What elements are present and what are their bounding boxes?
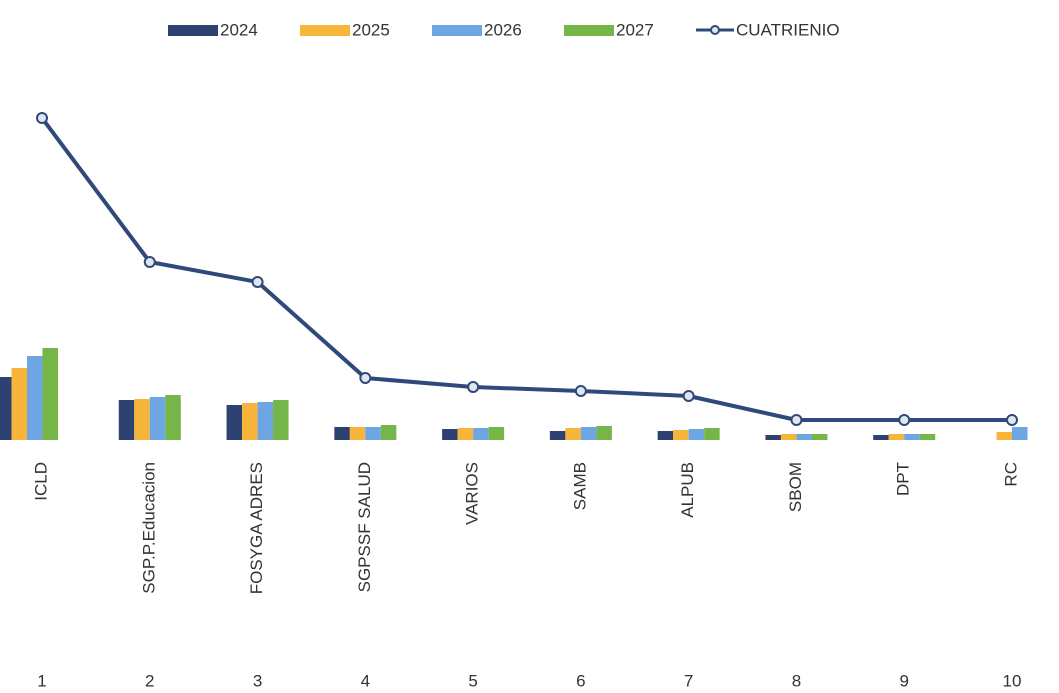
bar (704, 428, 720, 440)
bar (134, 399, 150, 440)
bar (473, 428, 489, 440)
bar (780, 434, 797, 440)
rank-label: 6 (576, 671, 585, 690)
legend-label: 2026 (484, 20, 522, 39)
category-label: DPT (894, 462, 913, 496)
category-label: SAMB (570, 462, 589, 510)
line (40, 116, 1012, 422)
bar (904, 434, 920, 440)
bar (226, 405, 243, 440)
category-label: ALPUB (678, 462, 697, 518)
category-label: ICLD (31, 462, 50, 501)
legend-label: 2027 (616, 20, 654, 39)
category-label: SGPSSF SALUD (355, 462, 374, 592)
bar (165, 395, 181, 440)
bar (919, 434, 936, 440)
bar (673, 430, 689, 440)
line-marker (574, 385, 587, 397)
bar (273, 400, 289, 440)
rank-label: 5 (468, 671, 477, 690)
bar (688, 429, 705, 440)
rank-label: 4 (361, 671, 370, 690)
bar (488, 427, 505, 440)
bar (365, 427, 381, 440)
bar (657, 431, 674, 440)
line-marker (359, 372, 372, 384)
bar (42, 348, 58, 440)
bar (765, 435, 781, 440)
line-marker (1006, 414, 1018, 426)
bar (565, 428, 581, 440)
rank-label: 10 (1003, 671, 1022, 690)
line-marker (790, 414, 803, 426)
category-label: VARIOS (463, 462, 482, 525)
legend-swatch (300, 25, 350, 36)
rank-label: 9 (899, 671, 908, 690)
bar (580, 427, 597, 440)
bar (596, 426, 612, 440)
legend-swatch (432, 25, 482, 36)
rank-label: 3 (253, 671, 262, 690)
category-label: SGP.P.Educacion (139, 462, 158, 594)
bar (996, 432, 1012, 440)
bar (380, 425, 397, 440)
legend-swatch (168, 25, 218, 36)
bar (349, 427, 366, 440)
legend-label: 2024 (220, 20, 258, 39)
category-label: SBOM (786, 462, 805, 512)
bar (257, 402, 274, 440)
line-marker (898, 414, 911, 426)
bar (27, 356, 43, 440)
bar (873, 435, 889, 440)
category-label: RC (1001, 462, 1020, 487)
rank-label: 8 (792, 671, 801, 690)
bar (549, 431, 566, 440)
bar (811, 434, 828, 440)
legend-label: CUATRIENIO (736, 20, 840, 39)
bar (0, 377, 12, 440)
bar (888, 434, 905, 440)
bar (118, 400, 135, 440)
line-marker (36, 112, 48, 124)
line-marker (467, 381, 480, 393)
bar (796, 434, 812, 440)
line-marker (682, 390, 695, 402)
bar (242, 403, 258, 440)
rank-label: 7 (684, 671, 693, 690)
bar (457, 428, 474, 440)
legend-marker (710, 25, 720, 35)
bar (149, 397, 166, 440)
legend-swatch (564, 25, 614, 36)
bar (1012, 427, 1028, 440)
rank-label: 2 (145, 671, 154, 690)
line-marker (251, 276, 264, 288)
line-marker (143, 256, 156, 268)
legend-label: 2025 (352, 20, 390, 39)
bar (11, 368, 27, 440)
bar (334, 427, 350, 440)
category-label: FOSYGA ADRES (247, 462, 266, 594)
rank-label: 1 (37, 671, 46, 690)
bar (442, 429, 458, 440)
